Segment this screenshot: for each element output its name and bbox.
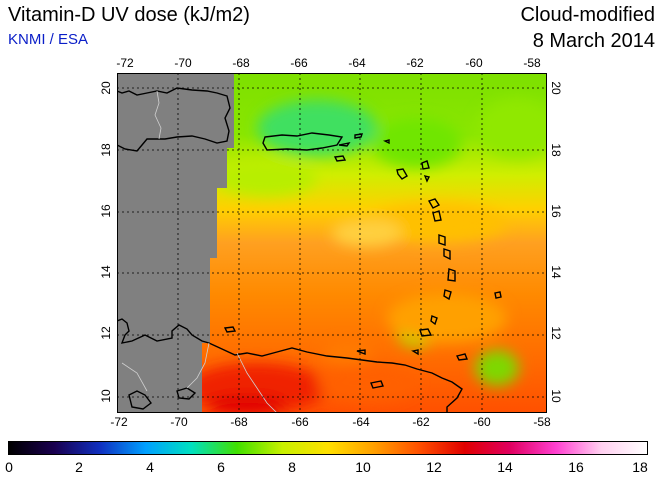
coastline bbox=[117, 87, 502, 413]
lon-top-label: -62 bbox=[406, 56, 424, 70]
colorbar-tick-label: 18 bbox=[632, 459, 648, 475]
lon-top-label: -66 bbox=[290, 56, 308, 70]
colorbar-tick-label: 4 bbox=[146, 459, 154, 475]
map-subtitle: Cloud-modified bbox=[520, 4, 655, 26]
colorbar-tick-label: 10 bbox=[355, 459, 371, 475]
colorbar-tick-label: 14 bbox=[497, 459, 513, 475]
lat-right-label: 18 bbox=[549, 143, 563, 157]
lon-bottom-label: -60 bbox=[473, 415, 491, 429]
missing-data-region bbox=[117, 73, 234, 413]
colorbar-tick-label: 8 bbox=[288, 459, 296, 475]
lon-bottom-label: -64 bbox=[352, 415, 370, 429]
uv-field-variation bbox=[187, 98, 547, 413]
lon-top-label: -70 bbox=[174, 56, 192, 70]
lon-top-label: -64 bbox=[348, 56, 366, 70]
colorbar-tick-label: 0 bbox=[5, 459, 13, 475]
lat-left-label: 20 bbox=[99, 81, 113, 95]
lon-top-label: -58 bbox=[523, 56, 541, 70]
lat-left-label: 18 bbox=[99, 143, 113, 157]
colorbar-tick-label: 16 bbox=[568, 459, 584, 475]
uv-dose-map bbox=[117, 73, 547, 413]
lon-bottom-label: -70 bbox=[170, 415, 188, 429]
lat-right-label: 16 bbox=[549, 204, 563, 218]
colorbar bbox=[8, 441, 648, 455]
lon-top-label: -68 bbox=[232, 56, 250, 70]
lon-top-label: -60 bbox=[465, 56, 483, 70]
country-border bbox=[121, 90, 278, 413]
lat-right-label: 20 bbox=[549, 81, 563, 95]
lon-bottom-label: -58 bbox=[533, 415, 551, 429]
lon-bottom-label: -72 bbox=[110, 415, 128, 429]
lon-bottom-label: -66 bbox=[291, 415, 309, 429]
lon-top-label: -72 bbox=[116, 56, 134, 70]
lat-left-label: 10 bbox=[99, 389, 113, 403]
map-frame bbox=[117, 73, 547, 413]
lon-bottom-label: -68 bbox=[230, 415, 248, 429]
lat-right-label: 14 bbox=[549, 265, 563, 279]
graticule bbox=[117, 73, 547, 413]
lon-bottom-label: -62 bbox=[412, 415, 430, 429]
lat-left-label: 14 bbox=[99, 265, 113, 279]
lat-left-label: 12 bbox=[99, 326, 113, 340]
map-title: Vitamin-D UV dose (kJ/m2) bbox=[8, 4, 250, 26]
map-date: 8 March 2014 bbox=[532, 30, 655, 52]
map-credit: KNMI / ESA bbox=[8, 31, 89, 48]
lat-right-label: 10 bbox=[549, 389, 563, 403]
colorbar-tick-label: 2 bbox=[75, 459, 83, 475]
colorbar-tick-label: 12 bbox=[426, 459, 442, 475]
lat-right-label: 12 bbox=[549, 326, 563, 340]
colorbar-tick-label: 6 bbox=[217, 459, 225, 475]
lat-left-label: 16 bbox=[99, 204, 113, 218]
